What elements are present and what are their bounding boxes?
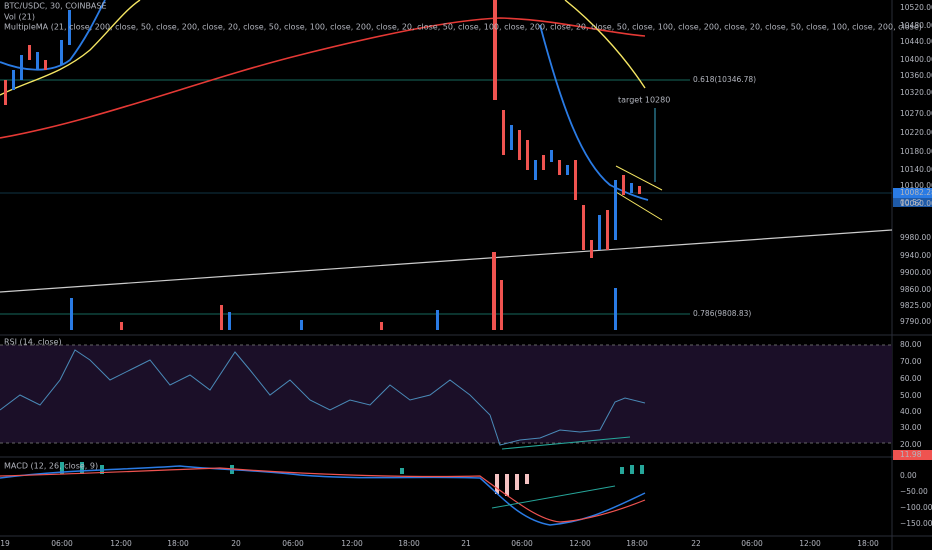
- price-label: 10180.00: [900, 147, 932, 156]
- fib-label: 0.786(9808.83): [693, 309, 751, 318]
- time-label: 18:00: [398, 539, 420, 548]
- price-label: 10440.00: [900, 37, 932, 46]
- macd-axis-label: 0.00: [900, 471, 917, 480]
- price-label: 10220.00: [900, 128, 932, 137]
- time-label: 12:00: [569, 539, 591, 548]
- time-label: 12:00: [799, 539, 821, 548]
- fib-label: 0.618(10346.78): [693, 75, 756, 84]
- rsi-title: RSI (14, close): [4, 338, 62, 347]
- price-label: 10400.00: [900, 55, 932, 64]
- symbol: BTC/USDC, 30, COINBASE: [4, 2, 107, 11]
- time-label: 20: [231, 539, 241, 548]
- time-label: 12:00: [341, 539, 363, 548]
- rsi-axis-label: 50.00: [900, 391, 922, 400]
- last-price: 10082.28: [900, 188, 932, 197]
- macd-title: MACD (12, 26, close, 9): [4, 462, 98, 471]
- rsi-axis-label: 30.00: [900, 423, 922, 432]
- trendline: [0, 229, 893, 293]
- price-label: 10100.00: [900, 181, 932, 190]
- divergence: [491, 485, 616, 509]
- price-label: 9860.00: [900, 285, 931, 294]
- candles: [4, 0, 641, 258]
- price-label: 10320.00: [900, 88, 932, 97]
- price-label: 9940.00: [900, 251, 931, 260]
- time-label: 18:00: [857, 539, 879, 548]
- ma-label: MultipleMA (21, close, 200, close, 50, c…: [4, 23, 922, 32]
- volume-label: Vol (21): [4, 13, 35, 22]
- channel: [615, 165, 663, 191]
- rsi-band: [0, 345, 892, 443]
- time-label: 18:00: [167, 539, 189, 548]
- price-label: 9790.00: [900, 317, 931, 326]
- time-label: 21: [461, 539, 471, 548]
- price-label: 9900.00: [900, 268, 931, 277]
- ma-red: [0, 17, 646, 139]
- rsi-axis-label: 20.00: [900, 440, 922, 449]
- price-label: 10520.00: [900, 3, 932, 12]
- countdown: 00:52: [900, 198, 922, 207]
- time-label: 19: [0, 539, 10, 548]
- time-label: 22: [691, 539, 701, 548]
- rsi-line: [0, 349, 646, 446]
- divergence: [501, 436, 631, 450]
- signal-line: [0, 467, 646, 523]
- rsi-axis-label: 70.00: [900, 357, 922, 366]
- time-label: 06:00: [741, 539, 763, 548]
- rsi-axis-label: 80.00: [900, 340, 922, 349]
- channel: [615, 191, 663, 221]
- price-label: 10270.00: [900, 109, 932, 118]
- rsi-axis-label: 40.00: [900, 407, 922, 416]
- time-label: 12:00: [110, 539, 132, 548]
- macd-line: [0, 465, 646, 526]
- time-label: 18:00: [626, 539, 648, 548]
- volume-bars: [70, 252, 617, 330]
- price-tag: [893, 188, 932, 198]
- price-label: 10480.00: [900, 21, 932, 30]
- ma-blue: [0, 0, 649, 201]
- price-label: 9825.00: [900, 301, 931, 310]
- rsi-axis-label: 60.00: [900, 374, 922, 383]
- ma-yellow: [0, 0, 646, 96]
- price-label: 9980.00: [900, 233, 931, 242]
- time-label: 06:00: [282, 539, 304, 548]
- countdown-tag: [893, 198, 932, 207]
- price-label: 10140.00: [900, 165, 932, 174]
- macd-axis-label: −150.00: [900, 519, 932, 528]
- macd-axis-label: −50.00: [900, 487, 928, 496]
- rsi-last: 11.98: [900, 450, 922, 459]
- price-label: 10360.00: [900, 71, 932, 80]
- rsi-tag: [893, 450, 932, 460]
- macd-axis-label: −100.00: [900, 503, 932, 512]
- target-label: target 10280: [618, 96, 670, 105]
- price-label: 10060.00: [900, 199, 932, 208]
- time-label: 06:00: [51, 539, 73, 548]
- time-label: 06:00: [511, 539, 533, 548]
